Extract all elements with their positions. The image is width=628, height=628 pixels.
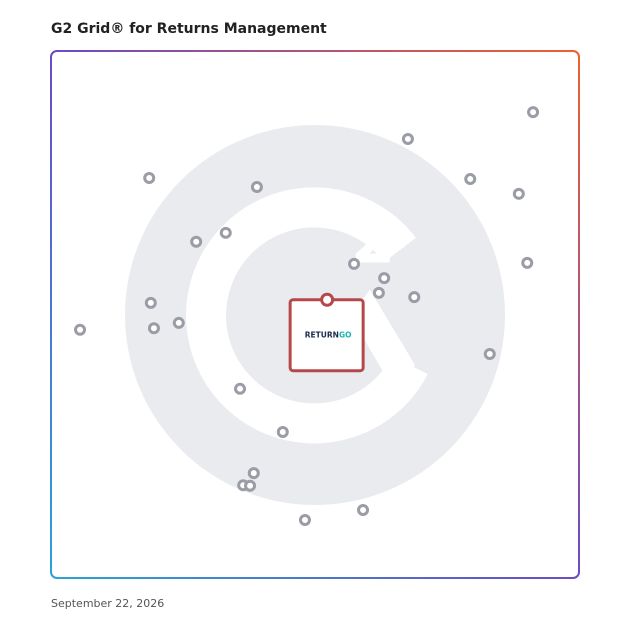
- vendor-point: [276, 426, 289, 439]
- vendor-point: [401, 133, 414, 146]
- date: September 22, 2026: [51, 597, 164, 610]
- vendor-point: [527, 106, 540, 119]
- vendor-point: [250, 180, 263, 193]
- product-logo: RETURNGO: [305, 331, 352, 340]
- logo-part: GO: [339, 331, 352, 340]
- vendor-point: [172, 316, 185, 329]
- vendor-point: [74, 323, 87, 336]
- vendor-point: [464, 173, 477, 186]
- vendor-point: [190, 235, 203, 248]
- vendor-point: [244, 479, 257, 492]
- vendor-point: [298, 514, 311, 527]
- vendor-point: [483, 348, 496, 361]
- vendor-point: [144, 296, 157, 309]
- vendor-point: [348, 257, 361, 270]
- vendor-point: [143, 172, 156, 185]
- vendor-point: [372, 286, 385, 299]
- vendor-point: [234, 382, 247, 395]
- vendor-point: [378, 272, 391, 285]
- vendor-point: [219, 226, 232, 239]
- highlight-point: [320, 292, 335, 307]
- vendor-point: [521, 256, 534, 269]
- vendor-point: [247, 467, 260, 480]
- chart-title: G2 Grid® for Returns Management: [51, 21, 327, 37]
- logo-part: RETURN: [305, 331, 339, 340]
- vendor-point: [357, 504, 370, 517]
- vendor-point: [408, 291, 421, 304]
- vendor-point: [512, 187, 525, 200]
- vendor-point: [147, 322, 160, 335]
